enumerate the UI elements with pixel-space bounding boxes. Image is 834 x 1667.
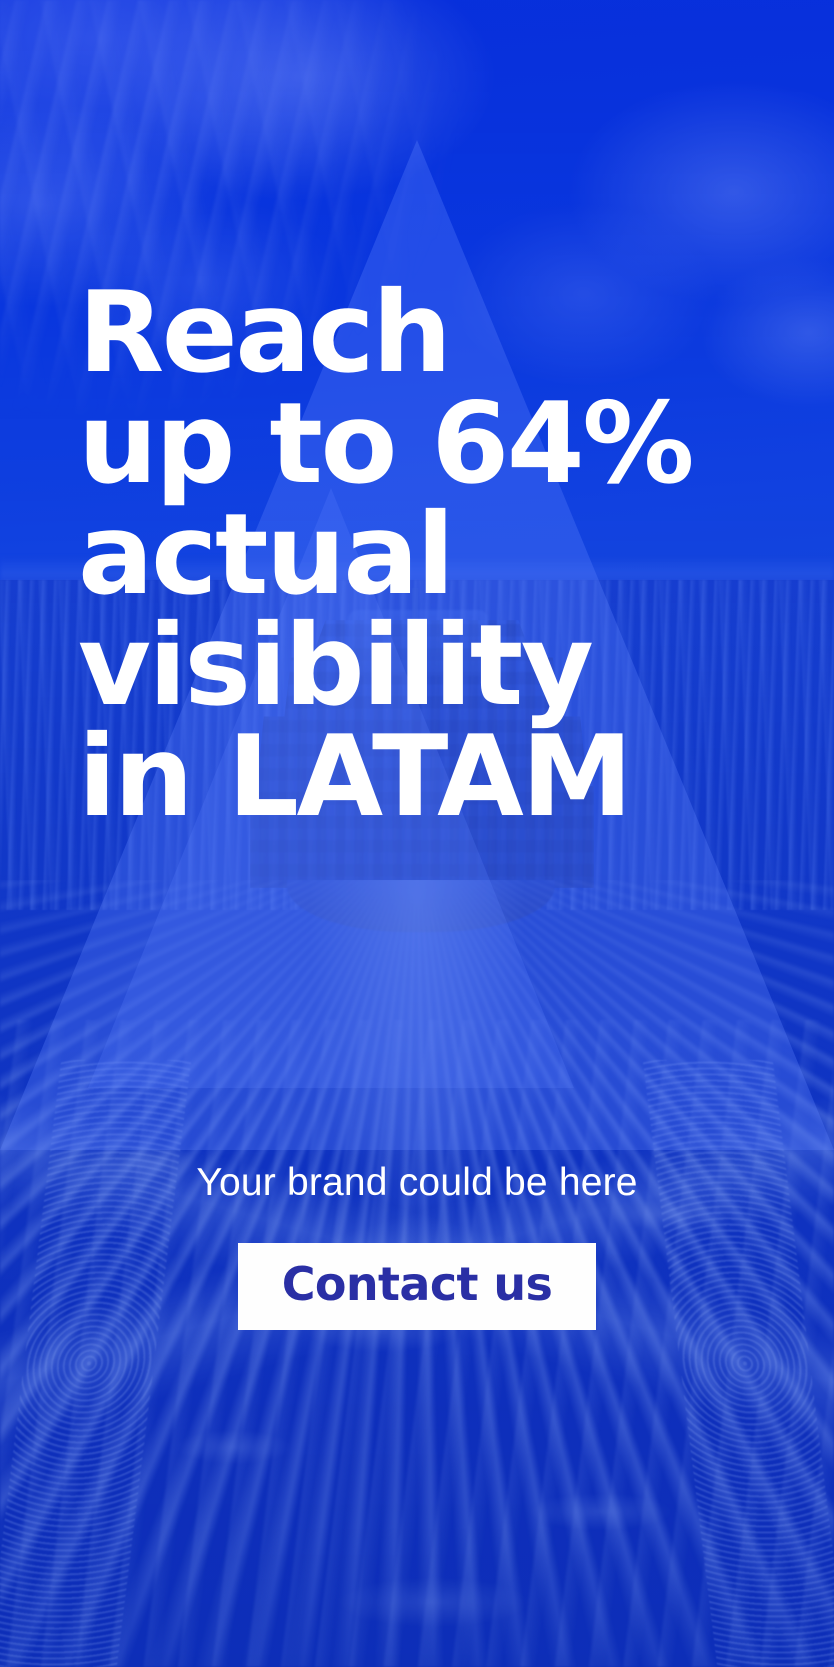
wake-foam [0,1020,834,1667]
ship-mast [412,588,418,622]
subtitle: Your brand could be here [196,1161,638,1204]
headline: Reach up to 64% actual visibility in LAT… [78,268,694,842]
sky-layer [0,0,834,640]
cloud-layer [0,0,500,620]
contact-us-button[interactable]: Contact us [237,1242,597,1331]
cta-block: Your brand could be here Contact us [0,1161,834,1331]
ship-bridge [348,610,488,676]
